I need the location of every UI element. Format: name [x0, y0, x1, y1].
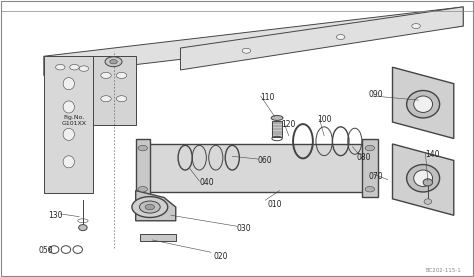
Ellipse shape: [79, 225, 87, 231]
Circle shape: [101, 72, 111, 78]
Circle shape: [79, 66, 89, 71]
Ellipse shape: [63, 156, 74, 168]
Circle shape: [55, 65, 65, 70]
Bar: [140, 234, 176, 241]
Text: 020: 020: [213, 252, 228, 261]
Circle shape: [117, 96, 127, 102]
Text: 080: 080: [357, 153, 372, 162]
Circle shape: [138, 145, 147, 151]
Text: 070: 070: [369, 172, 383, 181]
Bar: [273, 121, 282, 137]
Polygon shape: [44, 56, 93, 193]
Text: 040: 040: [199, 178, 214, 187]
Ellipse shape: [414, 96, 433, 112]
Text: 030: 030: [237, 224, 251, 234]
Text: 140: 140: [425, 150, 440, 160]
Polygon shape: [392, 67, 454, 138]
Bar: [140, 144, 366, 192]
Ellipse shape: [424, 199, 432, 204]
Circle shape: [132, 197, 168, 217]
Polygon shape: [362, 138, 378, 198]
Ellipse shape: [63, 128, 74, 140]
Text: 060: 060: [258, 156, 273, 165]
Ellipse shape: [271, 116, 283, 120]
Ellipse shape: [63, 78, 74, 90]
Circle shape: [412, 24, 420, 29]
Text: BC202-115-1: BC202-115-1: [425, 268, 461, 273]
Circle shape: [337, 35, 345, 40]
Text: 120: 120: [282, 120, 296, 129]
Polygon shape: [392, 144, 454, 215]
Polygon shape: [136, 138, 150, 198]
Ellipse shape: [407, 165, 439, 192]
Circle shape: [138, 186, 147, 192]
Polygon shape: [44, 7, 463, 75]
Ellipse shape: [414, 170, 433, 186]
Text: 090: 090: [369, 90, 383, 99]
Polygon shape: [136, 191, 176, 221]
Circle shape: [110, 60, 117, 64]
Circle shape: [365, 145, 374, 151]
Ellipse shape: [407, 91, 439, 118]
Text: 130: 130: [48, 211, 63, 220]
Text: 050: 050: [39, 247, 54, 255]
Polygon shape: [181, 7, 463, 70]
Ellipse shape: [63, 101, 74, 113]
Text: 100: 100: [317, 115, 331, 124]
Circle shape: [139, 201, 160, 213]
Text: 010: 010: [267, 200, 282, 209]
Circle shape: [70, 65, 79, 70]
Polygon shape: [93, 56, 136, 125]
Circle shape: [117, 72, 127, 78]
Circle shape: [242, 48, 251, 53]
Text: Fig.No.
G101XX: Fig.No. G101XX: [62, 115, 87, 126]
Circle shape: [105, 57, 122, 67]
Ellipse shape: [423, 179, 433, 186]
Circle shape: [145, 204, 155, 210]
Text: 110: 110: [260, 93, 275, 102]
Circle shape: [365, 186, 374, 192]
Circle shape: [101, 96, 111, 102]
